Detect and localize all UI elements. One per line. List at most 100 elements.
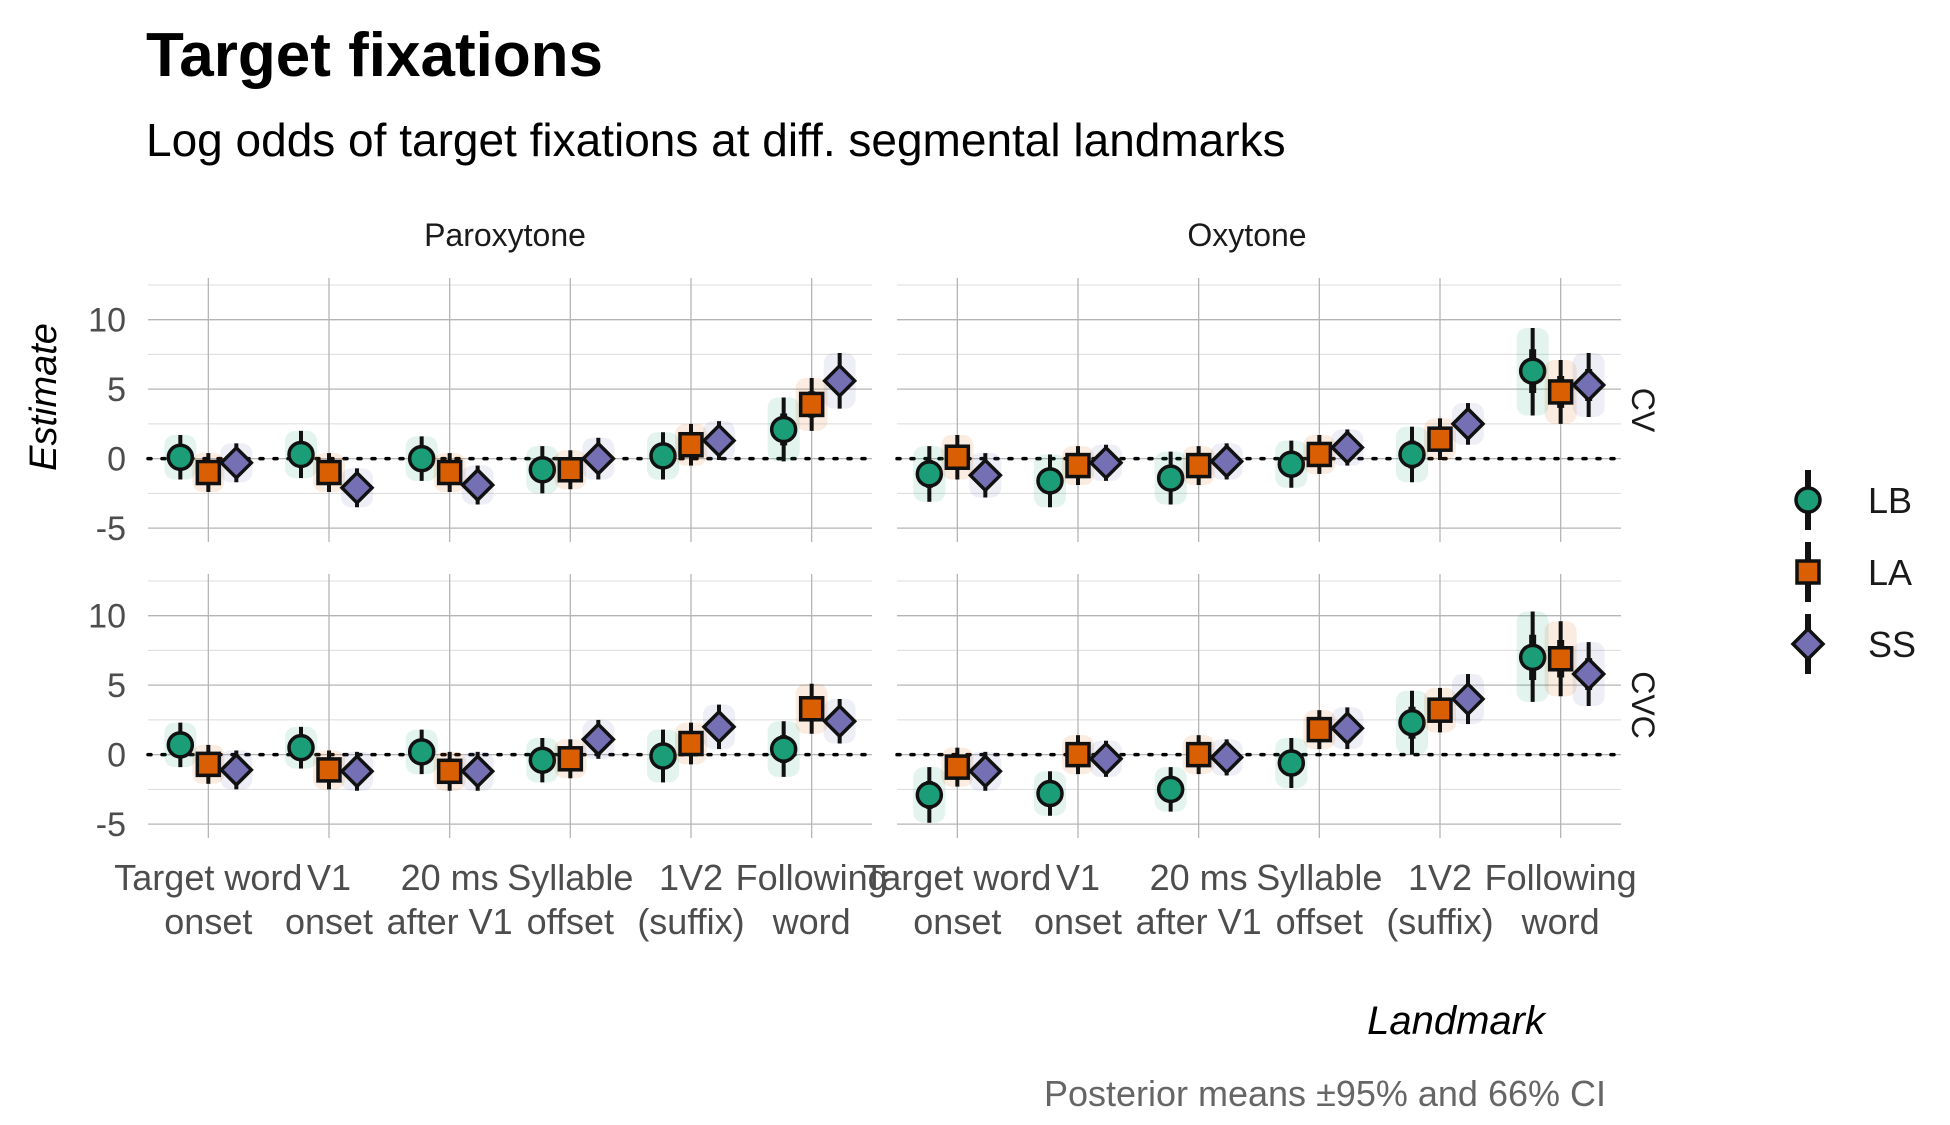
y-tick-label: 0 xyxy=(107,737,126,775)
x-tick-label: offset xyxy=(527,901,614,942)
x-tick-label: (suffix) xyxy=(637,901,744,942)
data-point-lb xyxy=(407,738,436,766)
chart-subtitle: Log odds of target fixations at diff. se… xyxy=(146,114,1286,166)
data-point-lb xyxy=(769,415,798,444)
data-point-ss xyxy=(1329,430,1365,465)
x-tick-label: V1 xyxy=(1056,857,1100,898)
data-point-la xyxy=(1547,646,1574,672)
x-tick-label: onset xyxy=(164,901,252,942)
data-point-lb xyxy=(1036,467,1064,495)
data-point-lb xyxy=(287,440,315,469)
data-point-la xyxy=(1427,426,1453,452)
x-tick-label: word xyxy=(1521,901,1600,942)
y-tick-label: 0 xyxy=(107,441,126,479)
data-point-lb xyxy=(915,460,944,488)
data-point-la xyxy=(678,431,704,458)
data-point-ss xyxy=(1571,367,1607,403)
x-tick-label: onset xyxy=(285,901,373,942)
y-tick-label: 5 xyxy=(107,667,126,705)
chart-caption: Posterior means ±95% and 66% CI xyxy=(1044,1073,1606,1114)
data-point-ss xyxy=(1209,443,1245,479)
data-point-la xyxy=(436,758,463,785)
data-point-lb xyxy=(528,746,557,774)
data-point-lb xyxy=(1518,357,1547,385)
facet-row-label-cv: CV xyxy=(1625,388,1661,433)
data-point-la xyxy=(1185,452,1212,479)
data-point-lb xyxy=(649,742,677,770)
legend-item-lb: LB xyxy=(1794,470,1912,530)
data-point-la xyxy=(1306,441,1333,468)
x-tick-label: Following xyxy=(1485,857,1637,898)
data-point-ss xyxy=(1329,710,1365,746)
data-point-lb xyxy=(1156,775,1185,804)
data-point-ss xyxy=(580,721,616,757)
data-point-la xyxy=(195,751,222,778)
data-point-lb xyxy=(1398,708,1426,737)
y-axis-title: Estimate xyxy=(23,323,65,471)
panel-paroxytone-cv: -5 0 5 10 xyxy=(88,278,874,548)
data-point-ss xyxy=(967,457,1003,493)
data-point-lb xyxy=(1277,749,1306,777)
legend-marker-lb xyxy=(1794,486,1822,514)
data-point-ss xyxy=(701,709,737,745)
legend: LB LA SS xyxy=(1790,470,1916,674)
data-point-ss xyxy=(1088,741,1124,777)
data-point-ss xyxy=(339,470,375,506)
x-tick-label: 1V2 xyxy=(659,857,723,898)
data-point-la xyxy=(944,754,971,780)
data-point-la xyxy=(557,746,584,772)
panel-oxytone-cv xyxy=(895,278,1623,542)
data-point-lb xyxy=(1277,450,1306,478)
data-point-lb xyxy=(1398,440,1426,469)
x-tick-label: 20 ms xyxy=(1150,857,1248,898)
x-tick-label: (suffix) xyxy=(1386,901,1493,942)
legend-label: LB xyxy=(1868,480,1912,521)
x-tick-label: onset xyxy=(913,901,1001,942)
data-point-la xyxy=(436,459,463,486)
y-tick-label: -5 xyxy=(96,510,126,548)
x-tick-label: word xyxy=(772,901,851,942)
x-tick-label: Syllable xyxy=(1256,857,1382,898)
data-point-la xyxy=(1306,716,1333,743)
data-point-la xyxy=(557,456,584,483)
x-axis-title: Landmark xyxy=(1367,999,1547,1043)
data-point-lb xyxy=(166,731,195,759)
legend-label: LA xyxy=(1868,552,1912,593)
data-point-lb xyxy=(528,455,557,484)
data-point-la xyxy=(316,757,342,783)
x-tick-label: after V1 xyxy=(1136,901,1262,942)
legend-marker-ss xyxy=(1790,626,1826,662)
y-tick-label: 10 xyxy=(88,598,126,636)
x-tick-label: onset xyxy=(1034,901,1122,942)
y-tick-label: 10 xyxy=(88,302,126,340)
data-point-ss xyxy=(1571,656,1607,692)
data-point-lb xyxy=(166,443,195,471)
data-point-ss xyxy=(1209,739,1245,775)
legend-label: SS xyxy=(1868,624,1916,665)
data-point-lb xyxy=(1156,464,1185,492)
data-point-ss xyxy=(701,423,737,459)
data-point-la xyxy=(1427,697,1453,723)
x-tick-label: Following xyxy=(736,857,888,898)
data-point-ss xyxy=(1450,681,1486,717)
data-point-ss xyxy=(1450,406,1486,442)
data-point-ss xyxy=(967,753,1003,789)
facet-col-label-paroxytone: Paroxytone xyxy=(424,217,586,253)
data-point-la xyxy=(316,459,342,486)
x-tick-label: Target word xyxy=(863,857,1051,898)
data-point-ss xyxy=(460,753,496,789)
x-tick-label: after V1 xyxy=(387,901,513,942)
data-point-la xyxy=(195,459,222,486)
data-point-ss xyxy=(1088,445,1124,481)
x-tick-label: 1V2 xyxy=(1408,857,1472,898)
legend-marker-la xyxy=(1795,559,1821,585)
chart-title: Target fixations xyxy=(146,21,603,90)
legend-item-ss: SS xyxy=(1790,614,1916,674)
data-point-ss xyxy=(822,703,858,739)
x-tick-label: 20 ms xyxy=(401,857,499,898)
data-point-lb xyxy=(649,442,677,470)
data-point-ss xyxy=(339,753,375,789)
